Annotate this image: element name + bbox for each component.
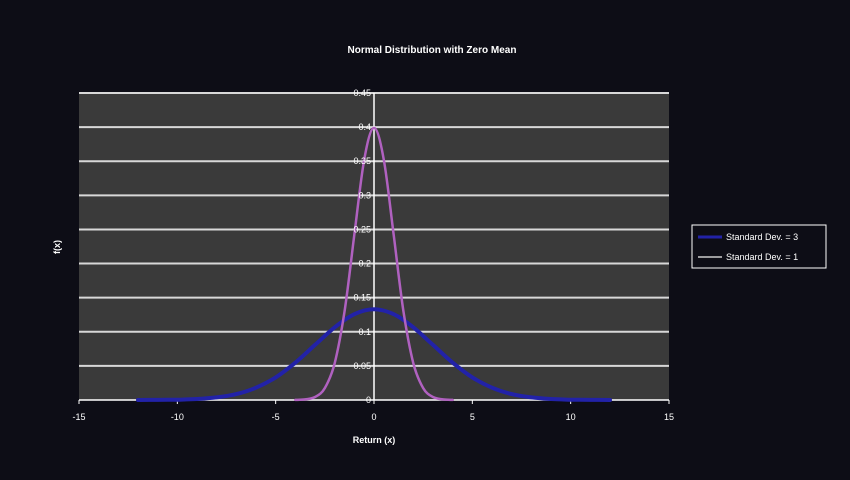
x-axis-title: Return (x)	[353, 435, 396, 445]
y-tick-label: 0.05	[353, 361, 371, 371]
x-tick-label: -5	[272, 412, 280, 422]
series-line-2	[294, 126, 454, 402]
y-tick-label: 0.3	[358, 190, 371, 200]
y-tick-label: 0.35	[353, 156, 371, 166]
x-tick-label: 5	[470, 412, 475, 422]
x-tick-label: 10	[566, 412, 576, 422]
legend: Standard Dev. = 3 Standard Dev. = 1	[691, 224, 827, 269]
y-tick-label: 0.25	[353, 224, 371, 234]
y-tick-label: 0.2	[358, 259, 371, 269]
x-tick-label: -15	[72, 412, 85, 422]
y-axis-title: f(x)	[52, 240, 62, 254]
y-tick-label: 0.1	[358, 327, 371, 337]
x-tick-label: 15	[664, 412, 674, 422]
y-tick-label: 0.4	[358, 122, 371, 132]
y-tick-label: 0	[366, 395, 371, 405]
legend-label: Standard Dev. = 1	[726, 252, 798, 262]
series-layer	[136, 126, 612, 402]
legend-label: Standard Dev. = 3	[726, 232, 798, 242]
chart-title: Normal Distribution with Zero Mean	[348, 45, 517, 56]
series-line-1	[136, 307, 612, 402]
y-tick-label: 0.15	[353, 293, 371, 303]
x-tick-labels: -15 -10 -5 0 5 10 15	[72, 412, 674, 422]
x-tick-label: 0	[371, 412, 376, 422]
y-tick-label: 0.45	[353, 88, 371, 98]
legend-box	[691, 224, 827, 269]
y-tick-labels: 0 0.05 0.1 0.15 0.2 0.25 0.3 0.35 0.4 0.45	[353, 88, 371, 405]
x-tick-label: -10	[171, 412, 184, 422]
